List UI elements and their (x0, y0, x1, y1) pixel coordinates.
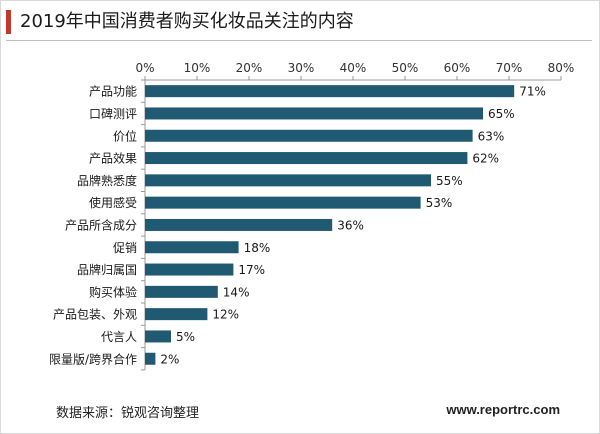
x-tick-label: 0% (135, 61, 154, 75)
title-accent-bar (6, 10, 11, 34)
website-url: www.reportrc.com (446, 402, 560, 417)
bar (145, 263, 234, 276)
category-label: 口碑测评 (89, 106, 137, 121)
x-tick-label: 50% (392, 61, 419, 75)
category-label: 产品效果 (89, 151, 137, 166)
bar (145, 107, 483, 120)
category-label: 品牌熟悉度 (77, 173, 137, 188)
bar (145, 196, 421, 209)
bar (145, 308, 208, 321)
data-source: 数据来源：锐观咨询整理 (56, 406, 200, 421)
value-label: 12% (212, 308, 239, 322)
chart-title: 2019年中国消费者购买化妆品关注的内容 (20, 11, 354, 32)
bar (145, 285, 218, 298)
x-tick-label: 10% (184, 61, 211, 75)
category-label: 产品所含成分 (65, 217, 137, 232)
x-tick-label: 60% (444, 61, 471, 75)
value-label: 53% (426, 196, 453, 210)
x-tick-label: 80% (548, 61, 575, 75)
value-label: 17% (238, 263, 265, 277)
value-label: 65% (488, 107, 515, 121)
value-label: 18% (244, 241, 271, 255)
value-label: 5% (176, 330, 195, 344)
category-label: 促销 (113, 241, 137, 255)
category-label: 产品包装、外观 (53, 308, 137, 322)
x-tick-label: 40% (340, 61, 367, 75)
value-label: 62% (472, 152, 499, 166)
category-label: 限量版/跨界合作 (49, 351, 137, 366)
bar (145, 218, 333, 231)
bar (145, 85, 515, 98)
value-label: 36% (337, 218, 364, 232)
bar (145, 152, 468, 165)
value-label: 63% (478, 129, 505, 143)
bar (145, 174, 431, 187)
category-label: 使用感受 (89, 195, 137, 210)
x-tick-label: 30% (288, 61, 315, 75)
category-label: 购买体验 (89, 284, 137, 299)
value-label: 55% (436, 174, 463, 188)
bar (145, 241, 239, 254)
category-label: 产品功能 (89, 85, 137, 99)
category-label: 品牌归属国 (77, 263, 137, 277)
bar (145, 129, 473, 142)
x-tick-label: 20% (236, 61, 263, 75)
value-label: 2% (160, 352, 179, 366)
x-tick-label: 70% (496, 61, 523, 75)
value-label: 14% (223, 285, 250, 299)
bar (145, 330, 171, 343)
title-divider (6, 40, 592, 41)
bar (145, 352, 156, 365)
value-label: 71% (519, 85, 546, 99)
category-label: 代言人 (101, 330, 137, 344)
category-label: 价位 (113, 128, 137, 143)
